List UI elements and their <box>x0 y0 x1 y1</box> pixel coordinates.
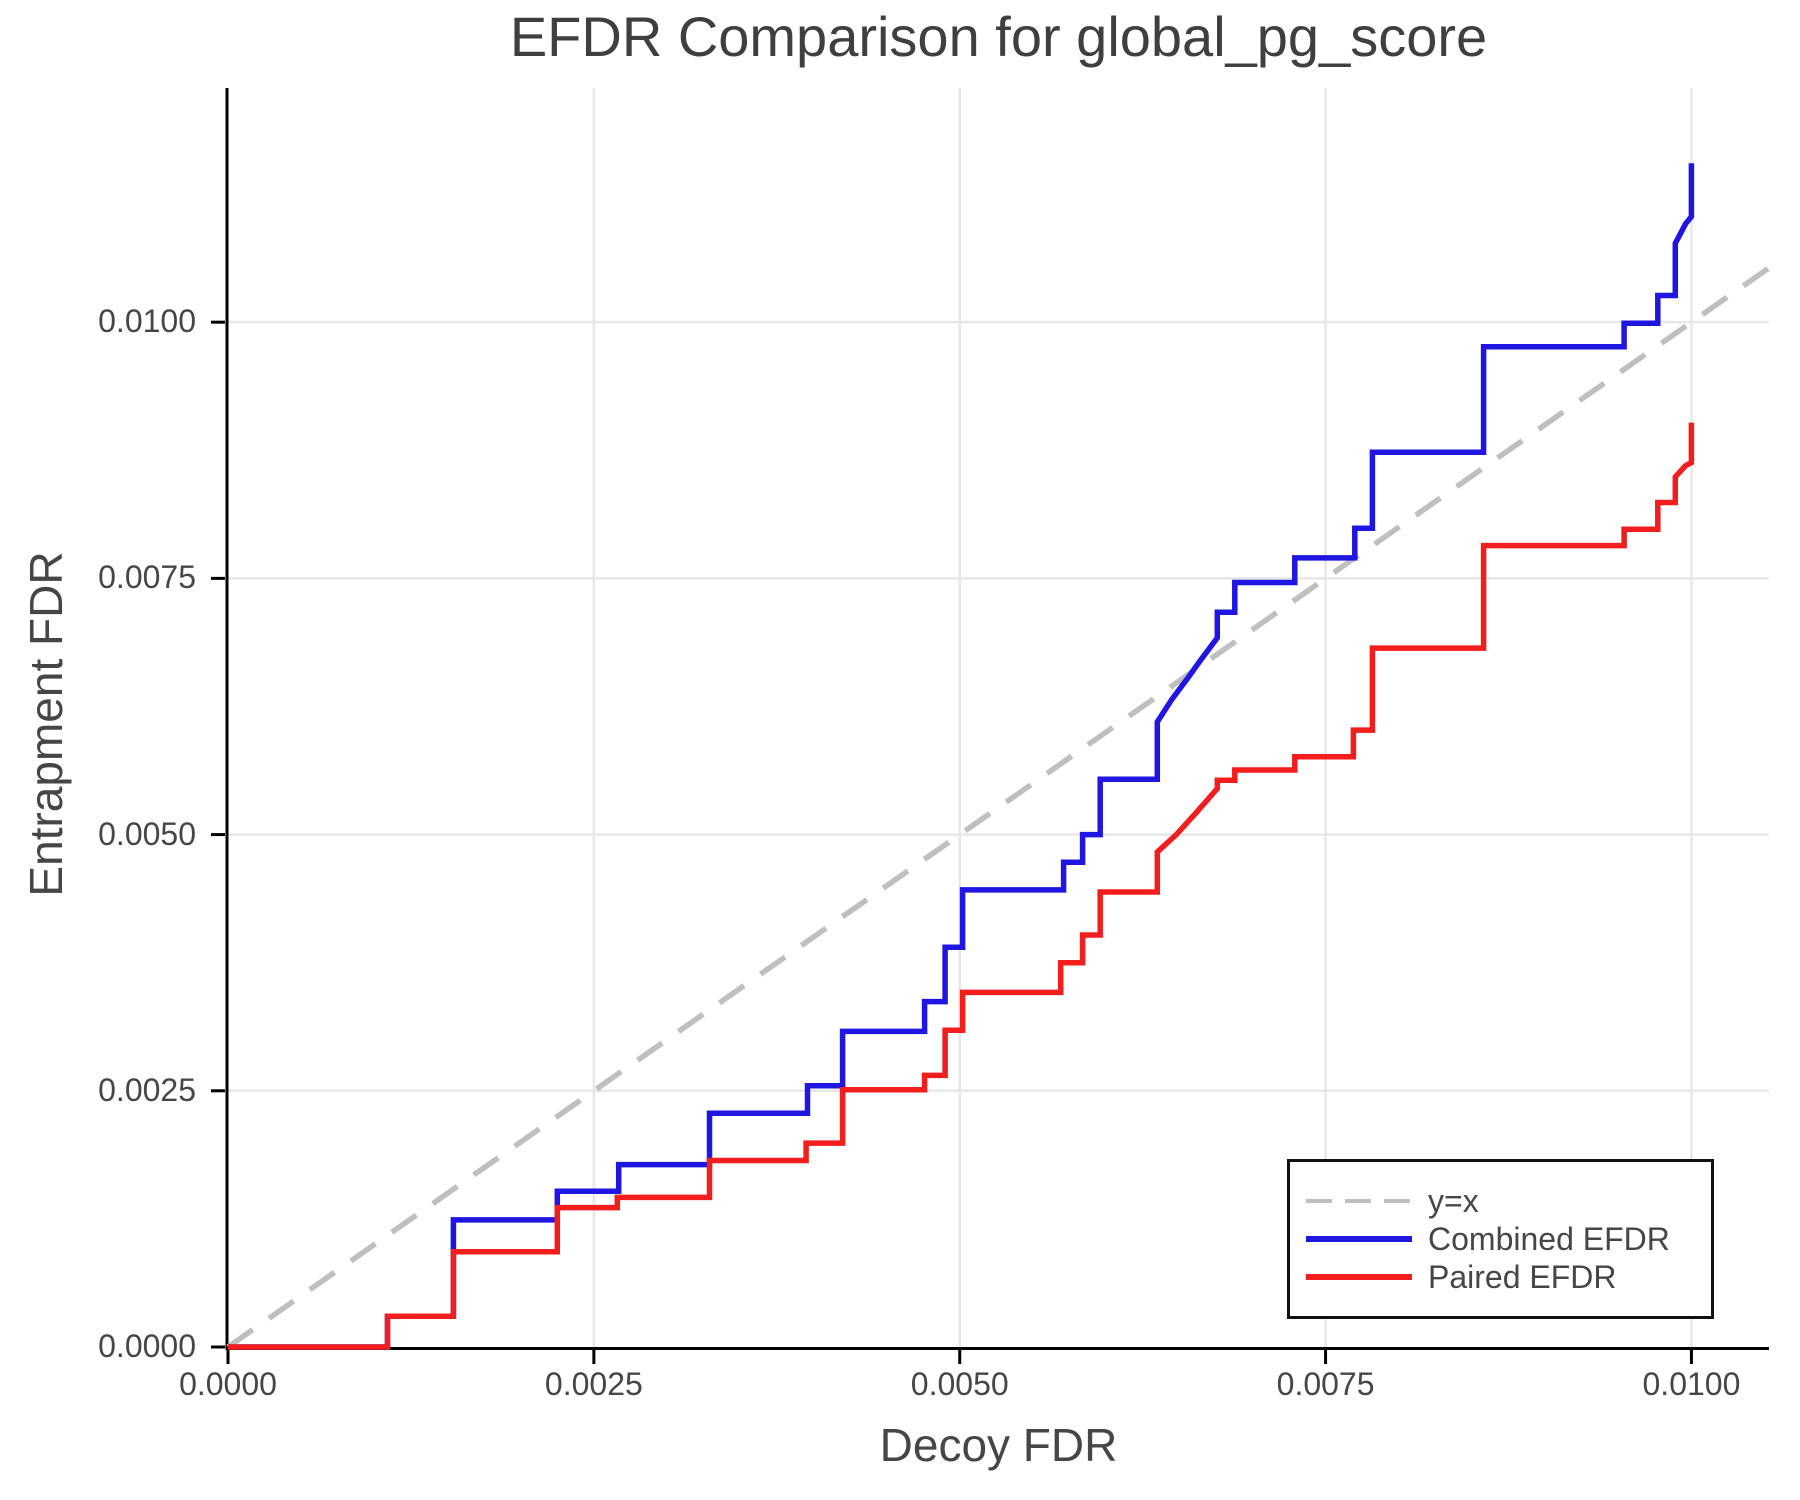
axes <box>225 88 1769 1350</box>
legend-label-paired: Paired EFDR <box>1428 1258 1617 1295</box>
y-tick-label: 0.0025 <box>98 1071 196 1108</box>
tick-marks <box>211 320 1693 1364</box>
dashed-line-icon <box>1306 1199 1412 1203</box>
legend: y=x Combined EFDR Paired EFDR <box>1287 1159 1714 1319</box>
legend-row-combined: Combined EFDR <box>1306 1220 1711 1258</box>
legend-row-paired: Paired EFDR <box>1306 1258 1711 1296</box>
x-axis-label: Decoy FDR <box>879 1419 1118 1471</box>
paired-efdr-line <box>228 422 1695 1350</box>
x-tick-label: 0.0025 <box>544 1366 643 1402</box>
legend-label-combined: Combined EFDR <box>1428 1220 1670 1257</box>
y-axis-label: Entrapment FDR <box>20 551 72 897</box>
gridlines <box>228 88 1769 1347</box>
x-tick-label: 0.0075 <box>1276 1366 1375 1402</box>
solid-line-icon <box>1306 1236 1412 1242</box>
y-tick-label: 0.0050 <box>98 815 196 852</box>
y-tick-label: 0.0075 <box>98 559 196 596</box>
combined-efdr-line <box>228 163 1695 1350</box>
x-tick-label: 0.0100 <box>1642 1366 1741 1402</box>
x-tick-label: 0.0000 <box>179 1366 277 1402</box>
solid-line-icon <box>1306 1274 1412 1280</box>
y-tick-label: 0.0100 <box>98 303 196 340</box>
y-tick-label: 0.0000 <box>98 1328 196 1364</box>
chart-title: EFDR Comparison for global_pg_score <box>509 5 1488 68</box>
y-equals-x-line <box>226 265 1771 1350</box>
legend-row-identity: y=x <box>1306 1182 1711 1220</box>
x-tick-label: 0.0050 <box>910 1366 1009 1402</box>
data-series <box>226 163 1771 1350</box>
legend-label-identity: y=x <box>1428 1182 1479 1219</box>
